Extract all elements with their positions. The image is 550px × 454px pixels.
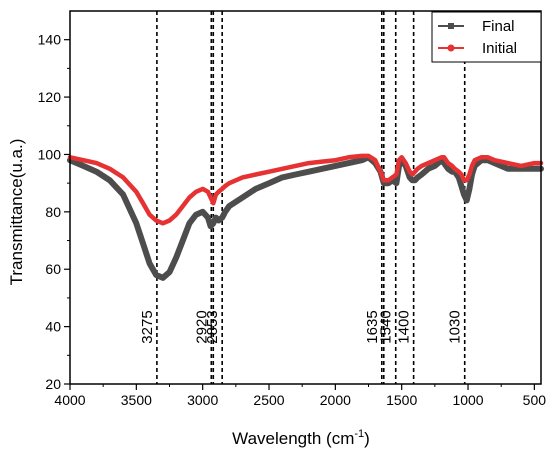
x-tick-label: 1500 — [386, 392, 417, 408]
y-tick-label: 60 — [45, 261, 61, 277]
legend-label: Initial — [482, 40, 517, 57]
series-line-initial — [67, 153, 544, 226]
y-tick-label: 20 — [45, 376, 61, 392]
legend-box — [431, 11, 542, 63]
peak-label: 3275 — [139, 310, 156, 343]
legend-marker — [448, 23, 454, 29]
x-tick-label: 2500 — [253, 392, 284, 408]
x-tick-label: 4000 — [54, 392, 85, 408]
axes: 4000 3500 3000 2500 2000 1500 1000 500 20 40 60 80 1… — [38, 10, 547, 408]
x-axis-title: Wavelength (cm-1) — [232, 428, 370, 448]
y-tick-label: 40 — [45, 319, 61, 335]
x-tick-label: 1000 — [452, 392, 483, 408]
peak-label: 2853 — [204, 310, 221, 343]
series-layer — [67, 153, 544, 281]
peak-label: 1030 — [447, 310, 464, 343]
legend-label: Final — [482, 18, 515, 35]
legend-marker — [447, 44, 455, 52]
x-tick-label: 3500 — [121, 392, 152, 408]
peak-label: 2920 — [193, 310, 210, 343]
y-tick-label: 120 — [38, 89, 62, 105]
peak-label: 1540 — [378, 310, 395, 343]
x-tick-label: 500 — [523, 392, 547, 408]
x-tick-label: 2000 — [320, 392, 351, 408]
peak-label: 1635 — [364, 310, 381, 343]
y-tick-label: 80 — [45, 204, 61, 220]
peak-reference-lines — [156, 11, 466, 384]
y-tick-label: 140 — [38, 32, 62, 48]
y-tick-label: 100 — [38, 146, 62, 162]
x-tick-label: 3000 — [187, 392, 218, 408]
y-axis-title: Transmittance(u.a.) — [7, 139, 26, 286]
legend: Final Initial — [431, 11, 542, 63]
plot-frame — [69, 10, 542, 385]
peak-label: 1400 — [396, 310, 413, 343]
